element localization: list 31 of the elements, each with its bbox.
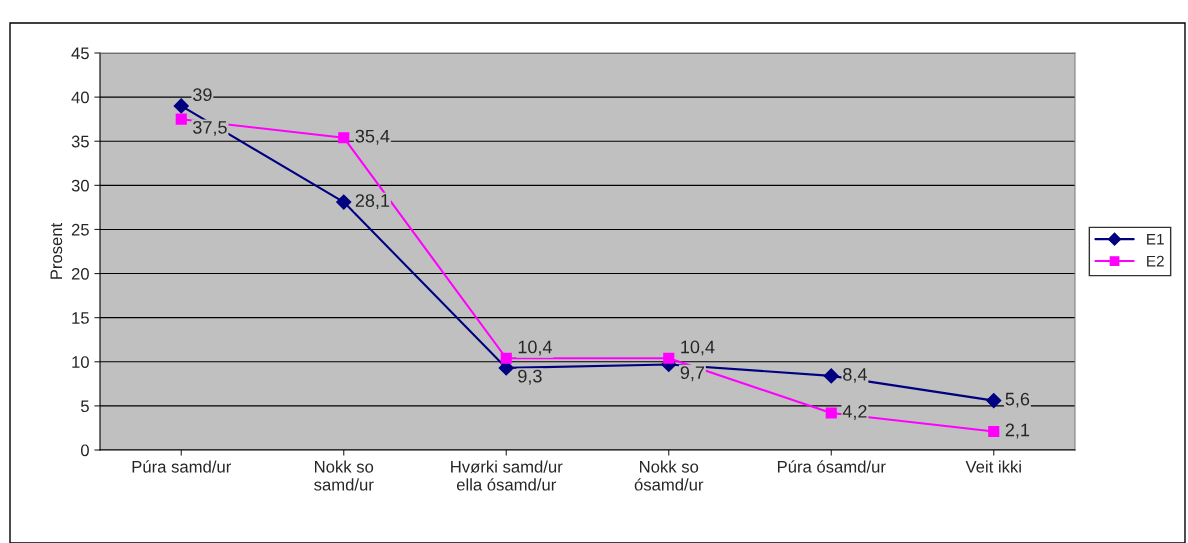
data-label: 39	[193, 88, 212, 102]
data-label: 5,6	[1005, 392, 1030, 408]
data-label: 35,4	[355, 129, 390, 145]
x-tick-label: Púra ósamd/ur	[777, 460, 886, 473]
data-label: 28,1	[355, 194, 390, 210]
data-label: 9,7	[680, 366, 705, 382]
data-label: 10,4	[518, 340, 552, 356]
y-tick-label: 25	[71, 223, 89, 236]
y-tick-label: 0	[80, 444, 89, 457]
y-tick-label: 20	[71, 267, 89, 280]
x-tick-label: Nokk so ósamd/ur	[634, 460, 704, 491]
y-tick-label: 15	[72, 312, 89, 324]
data-label: 8,4	[843, 367, 867, 383]
y-axis-title: Prosent	[50, 222, 63, 279]
x-tick-label: Nokk so samd/ur	[314, 460, 374, 491]
y-tick-label: 45	[71, 47, 89, 60]
y-tick-label: 30	[71, 179, 89, 192]
y-tick-label: 35	[71, 135, 89, 148]
x-tick-label: Púra samd/ur	[132, 460, 231, 473]
legend-label: E2	[1147, 255, 1164, 267]
x-tick-label: Hvørki samd/ur ella ósamd/ur	[451, 460, 563, 491]
y-tick-label: 5	[80, 400, 89, 413]
legend-label: E1	[1147, 234, 1164, 245]
x-tick-label: Veit ikki	[965, 460, 1021, 473]
data-label: 2,1	[1005, 423, 1030, 439]
data-label: 37,5	[193, 120, 227, 136]
data-label: 9,3	[518, 369, 542, 385]
data-label: 4,2	[842, 405, 867, 420]
y-tick-label: 10	[72, 356, 89, 368]
data-label: 10,4	[681, 340, 715, 356]
y-tick-label: 40	[71, 91, 89, 104]
